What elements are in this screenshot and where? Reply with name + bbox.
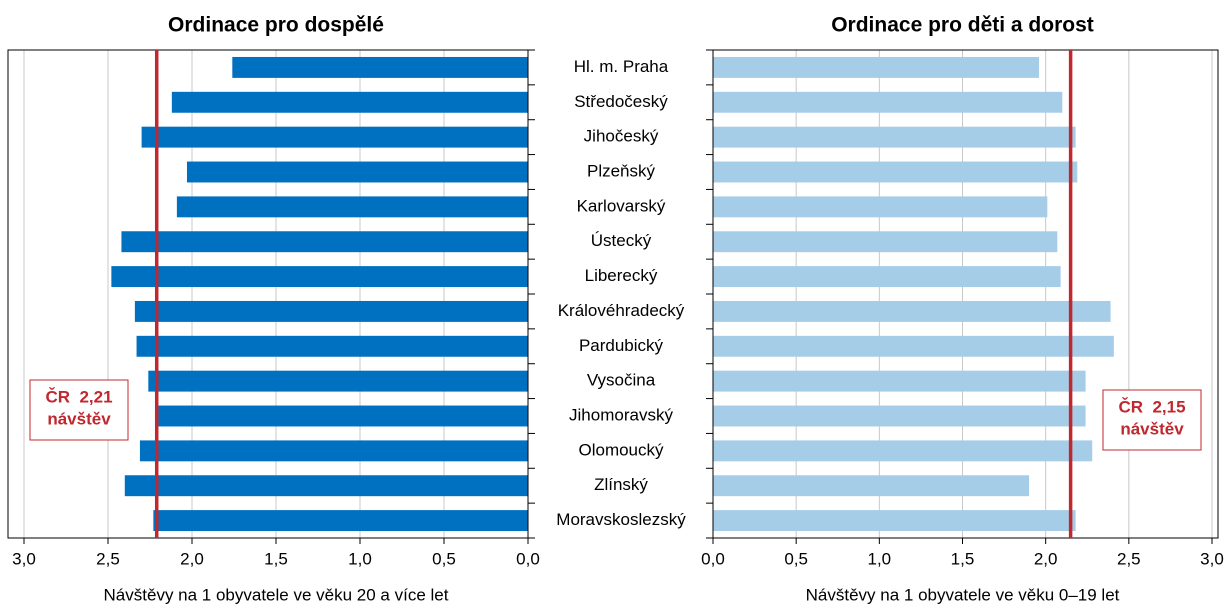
bar xyxy=(124,475,529,497)
bar xyxy=(148,370,528,392)
bar xyxy=(136,335,528,357)
bar xyxy=(713,475,1030,497)
x-tick-label: 1,0 xyxy=(868,549,892,568)
category-label: Pardubický xyxy=(579,336,664,355)
bar xyxy=(713,510,1076,532)
annotation: ČR 2,15 xyxy=(1118,397,1185,416)
bar xyxy=(232,56,528,78)
category-label: Královéhradecký xyxy=(558,301,685,320)
annotation-box xyxy=(1102,389,1202,451)
bar xyxy=(134,300,528,322)
x-tick-label: 2,0 xyxy=(180,549,204,568)
bar xyxy=(713,126,1076,148)
bar xyxy=(111,266,529,288)
category-label: Jihomoravský xyxy=(569,405,673,424)
x-axis-label: Návštěvy na 1 obyvatele ve věku 0–19 let xyxy=(806,585,1120,604)
bar xyxy=(139,440,529,462)
category-label: Zlínský xyxy=(594,475,648,494)
x-tick-label: 1,5 xyxy=(951,549,975,568)
bar xyxy=(713,405,1086,427)
chart-title: Ordinace pro dospělé xyxy=(168,14,384,37)
bar xyxy=(176,196,528,218)
plot-frame xyxy=(712,49,1219,539)
category-label: Liberecký xyxy=(585,266,658,285)
bar xyxy=(713,231,1058,253)
bar xyxy=(713,440,1093,462)
bar xyxy=(713,91,1063,113)
x-tick-label: 1,0 xyxy=(348,549,372,568)
bar xyxy=(121,231,528,253)
annotation: návštěv xyxy=(1120,419,1184,438)
x-tick-label: 0,5 xyxy=(432,549,456,568)
bar xyxy=(153,510,529,532)
category-label: Plzeňský xyxy=(587,161,656,180)
x-tick-label: 0,0 xyxy=(701,549,725,568)
category-label: Moravskoslezský xyxy=(556,510,686,529)
bar xyxy=(713,161,1078,183)
bar xyxy=(713,266,1061,288)
category-label: Ústecký xyxy=(591,231,652,250)
annotation-box xyxy=(29,379,129,441)
chart-title: Ordinace pro děti a dorost xyxy=(831,14,1094,37)
bar xyxy=(158,405,528,427)
bar xyxy=(713,196,1048,218)
category-label: Vysočina xyxy=(587,371,656,390)
bar xyxy=(186,161,528,183)
x-tick-label: 2,0 xyxy=(1034,549,1058,568)
x-axis-label: Návštěvy na 1 obyvatele ve věku 20 a víc… xyxy=(104,585,449,604)
bar xyxy=(171,91,528,113)
x-tick-label: 3,0 xyxy=(12,549,36,568)
category-label: Karlovarský xyxy=(577,196,666,215)
bar xyxy=(713,335,1114,357)
x-tick-label: 2,5 xyxy=(1117,549,1141,568)
annotation: ČR 2,21 xyxy=(45,387,112,406)
annotation: návštěv xyxy=(47,409,111,428)
x-tick-label: 3,0 xyxy=(1200,549,1224,568)
bar xyxy=(713,300,1111,322)
category-label: Olomoucký xyxy=(578,440,664,459)
category-label: Jihočeský xyxy=(584,127,659,146)
x-tick-label: 0,0 xyxy=(516,549,540,568)
x-tick-label: 0,5 xyxy=(784,549,808,568)
x-tick-label: 2,5 xyxy=(96,549,120,568)
bar xyxy=(713,370,1086,392)
bar xyxy=(713,56,1040,78)
category-label: Hl. m. Praha xyxy=(574,57,669,76)
bar xyxy=(141,126,528,148)
plot-frame xyxy=(7,49,529,539)
x-tick-label: 1,5 xyxy=(264,549,288,568)
category-label: Středočeský xyxy=(574,92,668,111)
